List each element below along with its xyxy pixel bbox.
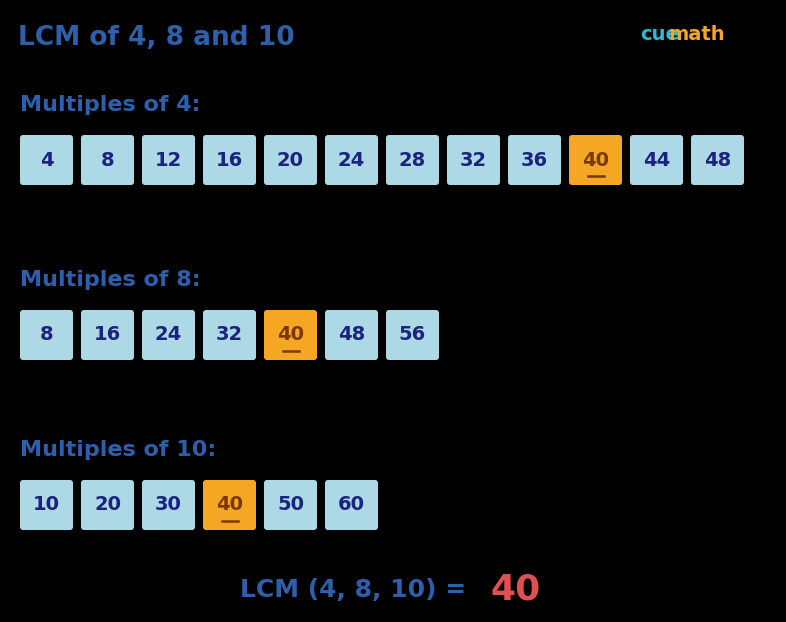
Text: math: math bbox=[668, 26, 725, 45]
Text: 48: 48 bbox=[704, 151, 731, 170]
Text: 48: 48 bbox=[338, 325, 365, 345]
FancyBboxPatch shape bbox=[447, 135, 500, 185]
Text: 30: 30 bbox=[155, 496, 182, 514]
Text: LCM (4, 8, 10) =: LCM (4, 8, 10) = bbox=[240, 578, 475, 602]
FancyBboxPatch shape bbox=[325, 135, 378, 185]
Text: Multiples of 10:: Multiples of 10: bbox=[20, 440, 216, 460]
FancyBboxPatch shape bbox=[20, 310, 73, 360]
Text: 40: 40 bbox=[490, 573, 540, 607]
Text: 40: 40 bbox=[277, 325, 304, 345]
Text: 24: 24 bbox=[338, 151, 365, 170]
Text: 20: 20 bbox=[277, 151, 304, 170]
FancyBboxPatch shape bbox=[20, 480, 73, 530]
Text: 20: 20 bbox=[94, 496, 121, 514]
Text: 40: 40 bbox=[216, 496, 243, 514]
FancyBboxPatch shape bbox=[264, 135, 317, 185]
Text: 60: 60 bbox=[338, 496, 365, 514]
Text: cue: cue bbox=[640, 26, 679, 45]
Text: 56: 56 bbox=[399, 325, 426, 345]
FancyBboxPatch shape bbox=[386, 135, 439, 185]
FancyBboxPatch shape bbox=[203, 310, 256, 360]
Text: Multiples of 8:: Multiples of 8: bbox=[20, 270, 200, 290]
Text: 32: 32 bbox=[216, 325, 243, 345]
FancyBboxPatch shape bbox=[203, 480, 256, 530]
FancyBboxPatch shape bbox=[508, 135, 561, 185]
Text: 4: 4 bbox=[39, 151, 53, 170]
Text: 8: 8 bbox=[101, 151, 114, 170]
FancyBboxPatch shape bbox=[569, 135, 622, 185]
Text: 24: 24 bbox=[155, 325, 182, 345]
FancyBboxPatch shape bbox=[20, 135, 73, 185]
Text: Multiples of 4:: Multiples of 4: bbox=[20, 95, 200, 115]
Text: 40: 40 bbox=[582, 151, 609, 170]
Text: 8: 8 bbox=[39, 325, 53, 345]
Text: 28: 28 bbox=[399, 151, 426, 170]
Text: 36: 36 bbox=[521, 151, 548, 170]
FancyBboxPatch shape bbox=[203, 135, 256, 185]
FancyBboxPatch shape bbox=[325, 480, 378, 530]
Text: 50: 50 bbox=[277, 496, 304, 514]
FancyBboxPatch shape bbox=[264, 310, 317, 360]
Text: 🚀: 🚀 bbox=[598, 21, 615, 49]
FancyBboxPatch shape bbox=[142, 480, 195, 530]
FancyBboxPatch shape bbox=[691, 135, 744, 185]
FancyBboxPatch shape bbox=[81, 310, 134, 360]
FancyBboxPatch shape bbox=[264, 480, 317, 530]
FancyBboxPatch shape bbox=[81, 135, 134, 185]
FancyBboxPatch shape bbox=[630, 135, 683, 185]
Text: 12: 12 bbox=[155, 151, 182, 170]
Text: 32: 32 bbox=[460, 151, 487, 170]
FancyBboxPatch shape bbox=[142, 135, 195, 185]
Text: 10: 10 bbox=[33, 496, 60, 514]
Text: 16: 16 bbox=[94, 325, 121, 345]
FancyBboxPatch shape bbox=[81, 480, 134, 530]
Text: 44: 44 bbox=[643, 151, 670, 170]
FancyBboxPatch shape bbox=[325, 310, 378, 360]
Text: 16: 16 bbox=[216, 151, 243, 170]
Text: LCM of 4, 8 and 10: LCM of 4, 8 and 10 bbox=[18, 25, 295, 51]
FancyBboxPatch shape bbox=[142, 310, 195, 360]
FancyBboxPatch shape bbox=[386, 310, 439, 360]
